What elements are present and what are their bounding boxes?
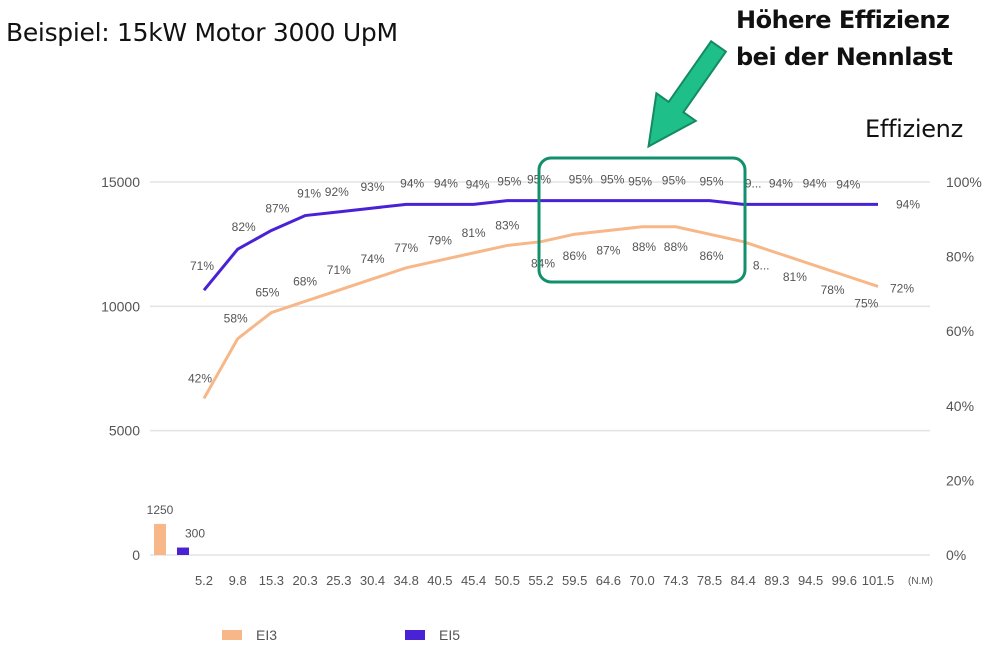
ei3-data-label: 87%	[596, 243, 620, 257]
x-axis-tick: 55.2	[528, 573, 553, 588]
right-axis-tick: 60%	[946, 323, 974, 339]
x-axis-tick: 59.5	[562, 573, 587, 588]
x-axis-tick: 70.0	[629, 573, 654, 588]
legend-swatch-ei5	[405, 630, 425, 640]
line-ei5	[202, 199, 878, 292]
ei5-data-label: 95%	[662, 174, 686, 188]
x-axis-tick: 30.4	[360, 573, 385, 588]
ei5-data-label: 91%	[297, 187, 321, 201]
ei5-data-label: 94%	[803, 176, 827, 190]
ei5-data-label: 82%	[232, 220, 256, 234]
ei3-data-label: 86%	[563, 249, 587, 263]
ei5-data-label: 95%	[497, 175, 521, 189]
x-axis-tick: 84.4	[731, 573, 756, 588]
ei3-data-label: 79%	[428, 233, 452, 247]
x-axis-tick: 64.6	[596, 573, 621, 588]
ei5-data-label: 92%	[325, 185, 349, 199]
x-axis-tick: 50.5	[495, 573, 520, 588]
ei3-data-label: 78%	[821, 283, 845, 297]
callout-text: Höhere Effizienz bei der Nennlast	[736, 2, 953, 76]
ei5-data-label: 94%	[400, 176, 424, 190]
left-axis-tick: 10000	[101, 298, 140, 314]
left-axis-tick: 0	[132, 547, 140, 563]
ei5-data-label: 94%	[836, 177, 860, 191]
x-axis-tick: 34.8	[394, 573, 419, 588]
ei3-data-label: 74%	[360, 252, 384, 266]
callout-line-1: Höhere Effizienz	[736, 6, 950, 34]
right-axis-title: Effizienz	[865, 115, 963, 143]
ei3-data-label: 81%	[462, 226, 486, 240]
ei3-data-label: 86%	[699, 249, 723, 263]
ei3-data-label: 58%	[224, 312, 248, 326]
x-axis-tick: 15.3	[259, 573, 284, 588]
x-axis-tick: 94.5	[798, 573, 823, 588]
ei5-data-label: 95%	[628, 175, 652, 189]
chart-title: Beispiel: 15kW Motor 3000 UpM	[6, 18, 398, 47]
ei5-data-label: 95%	[600, 173, 624, 187]
legend-label-ei5: EI5	[439, 627, 461, 643]
right-axis-tick: 40%	[946, 398, 974, 414]
x-axis-tick: 101.5	[862, 573, 895, 588]
ei5-data-label: 94%	[466, 177, 490, 191]
x-axis-tick: 45.4	[461, 573, 486, 588]
bar-ei5	[177, 547, 189, 555]
ei5-data-label: 93%	[360, 180, 384, 194]
left-axis-tick: 5000	[109, 423, 140, 439]
legend-label-ei3: EI3	[256, 627, 278, 643]
ei3-data-label: 71%	[327, 263, 351, 277]
legend-swatch-ei3	[222, 630, 242, 640]
x-axis-tick: 9.8	[229, 573, 247, 588]
legend-item-ei3: EI3	[222, 627, 277, 643]
x-axis-unit: (N.M)	[908, 576, 933, 587]
bar-label: 300	[185, 527, 205, 541]
ei3-data-label: 65%	[255, 286, 279, 300]
bar-ei3	[154, 523, 166, 555]
ei3-data-label: 77%	[394, 241, 418, 255]
callout-arrow-icon	[647, 39, 728, 149]
ei3-data-label: 81%	[783, 270, 807, 284]
x-axis-tick: 89.3	[764, 573, 789, 588]
ei3-data-label: 83%	[495, 218, 519, 232]
left-axis-tick: 15000	[101, 174, 140, 190]
ei3-data-label: 8...	[753, 259, 770, 273]
ei5-data-label: 94%	[769, 176, 793, 190]
ei3-data-label: 88%	[664, 240, 688, 254]
right-axis-tick: 80%	[946, 249, 974, 265]
ei5-data-label: 71%	[190, 259, 214, 273]
right-axis-tick: 0%	[946, 547, 966, 563]
ei5-data-label: 87%	[265, 201, 289, 215]
x-axis-tick: 5.2	[195, 573, 213, 588]
line-ei3	[202, 225, 879, 400]
bar-label: 1250	[147, 503, 174, 517]
ei3-data-label: 88%	[632, 240, 656, 254]
ei5-data-label: 95%	[699, 175, 723, 189]
right-axis-tick: 20%	[946, 472, 974, 488]
ei5-data-label: 94%	[896, 197, 920, 211]
ei5-data-label: 9...	[745, 176, 762, 190]
ei3-data-label: 68%	[293, 274, 317, 288]
legend-item-ei5: EI5	[405, 627, 460, 643]
ei3-data-label: 75%	[854, 296, 878, 310]
ei3-data-label: 72%	[890, 281, 914, 295]
x-axis-tick: 40.5	[427, 573, 452, 588]
ei3-data-label: 42%	[188, 371, 212, 385]
x-axis-tick: 78.5	[697, 573, 722, 588]
x-axis-tick: 99.6	[832, 573, 857, 588]
callout-line-2: bei der Nennlast	[736, 43, 953, 71]
ei5-data-label: 95%	[569, 173, 593, 187]
ei3-data-label: 84%	[531, 257, 555, 271]
x-axis-tick: 74.3	[663, 573, 688, 588]
ei5-data-label: 94%	[434, 176, 458, 190]
x-axis-tick: 20.3	[292, 573, 317, 588]
right-axis-tick: 100%	[946, 174, 982, 190]
x-axis-tick: 25.3	[326, 573, 351, 588]
highlight-box	[537, 156, 747, 284]
